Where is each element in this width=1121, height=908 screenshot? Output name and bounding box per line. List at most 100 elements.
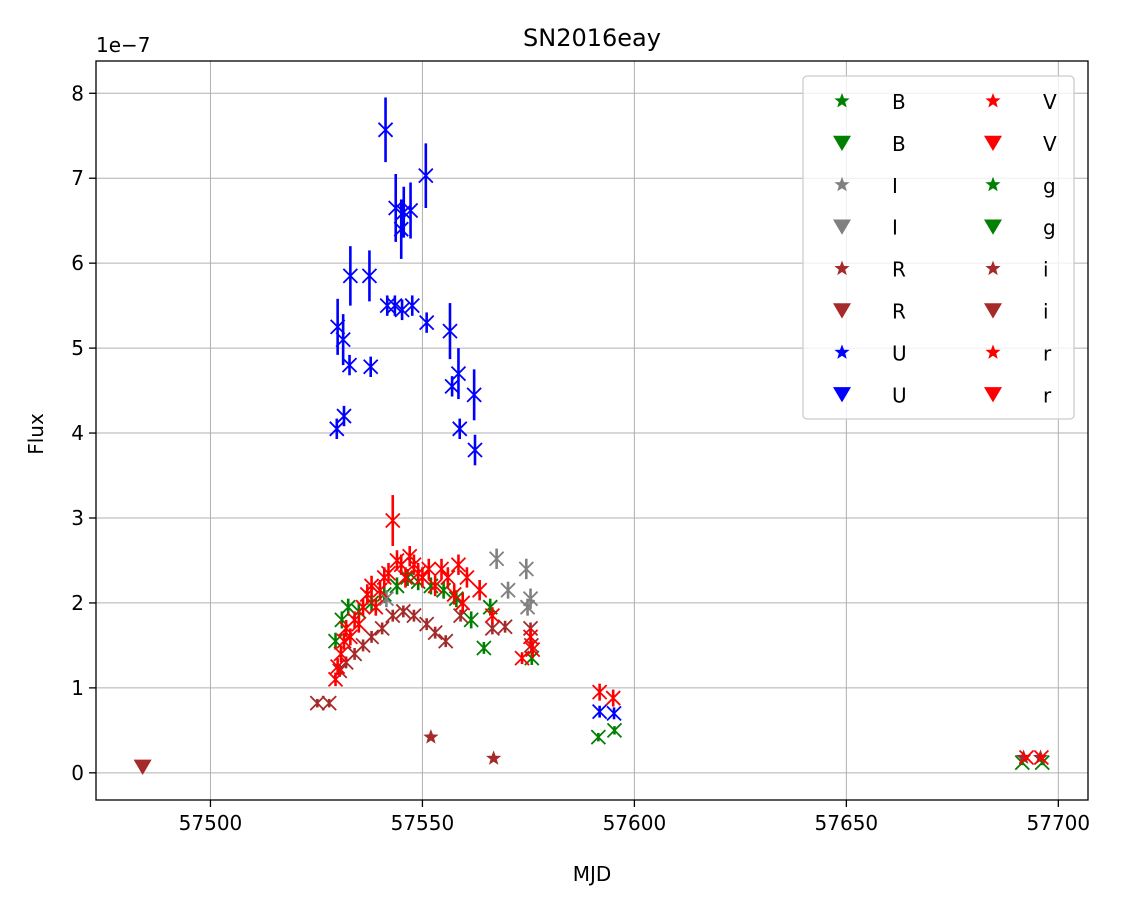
x-marker bbox=[476, 640, 492, 656]
x-marker bbox=[450, 365, 467, 382]
x-marker bbox=[591, 684, 608, 700]
x-marker bbox=[606, 722, 623, 738]
data-point-U bbox=[466, 369, 482, 421]
data-point-V bbox=[327, 671, 344, 688]
data-point-V bbox=[397, 567, 414, 588]
legend-entry-r: r bbox=[985, 341, 1052, 365]
legend-marker bbox=[985, 260, 1001, 276]
legend-marker bbox=[985, 93, 1001, 108]
data-point-R bbox=[374, 620, 390, 637]
data-point-U bbox=[450, 348, 467, 400]
x-tick-label: 57600 bbox=[603, 811, 667, 835]
data-point-V bbox=[455, 592, 471, 614]
x-marker bbox=[333, 646, 349, 662]
legend-entry-i: i bbox=[984, 300, 1049, 324]
x-marker bbox=[518, 561, 534, 577]
y-tick-label: 1 bbox=[71, 676, 84, 700]
data-point-V bbox=[1018, 749, 1035, 766]
x-marker bbox=[395, 603, 411, 620]
x-marker bbox=[590, 729, 606, 745]
data-point-U bbox=[377, 97, 394, 163]
legend-label: i bbox=[1043, 258, 1049, 282]
x-marker bbox=[335, 331, 351, 348]
legend-marker bbox=[984, 387, 1002, 403]
data-point-U bbox=[341, 354, 358, 376]
data-point-U bbox=[442, 303, 458, 360]
y-tick-label: 4 bbox=[71, 421, 84, 445]
legend-label: r bbox=[1043, 341, 1052, 365]
legend-marker bbox=[834, 93, 850, 108]
data-point-B bbox=[463, 611, 479, 629]
legend-entry-i: i bbox=[985, 258, 1049, 282]
y-axis-offset-label: 1e−7 bbox=[96, 33, 151, 57]
legend-label: V bbox=[1043, 132, 1057, 156]
legend-label: r bbox=[1043, 383, 1052, 407]
x-marker bbox=[455, 595, 471, 611]
legend-entry-I: I bbox=[834, 174, 898, 198]
x-marker bbox=[1033, 749, 1050, 766]
data-point-V bbox=[421, 558, 437, 580]
x-marker bbox=[379, 297, 395, 314]
x-marker bbox=[466, 387, 482, 403]
data-point-U bbox=[335, 314, 351, 366]
data-point-B bbox=[476, 640, 492, 656]
x-marker bbox=[450, 557, 467, 573]
x-marker bbox=[342, 629, 358, 645]
data-point-I bbox=[518, 558, 534, 580]
x-marker bbox=[497, 619, 513, 635]
data-point-R bbox=[438, 633, 454, 649]
data-point-V bbox=[380, 563, 397, 584]
legend-label: I bbox=[892, 216, 898, 240]
data-point-V bbox=[514, 650, 530, 666]
x-tick-label: 57500 bbox=[179, 811, 243, 835]
legend-entry-g: g bbox=[984, 216, 1056, 240]
x-marker bbox=[440, 569, 456, 586]
legend-entry-B: B bbox=[833, 132, 906, 156]
data-point-I bbox=[519, 598, 536, 616]
legend-entry-U: U bbox=[833, 383, 907, 407]
data-point-V bbox=[368, 598, 384, 616]
data-point-U bbox=[363, 356, 379, 377]
x-marker bbox=[404, 297, 420, 314]
x-marker bbox=[448, 591, 464, 607]
data-point-U bbox=[361, 250, 378, 302]
legend-marker bbox=[833, 387, 851, 403]
axes-frame bbox=[95, 60, 1089, 801]
data-point-R bbox=[452, 608, 469, 624]
x-marker bbox=[340, 599, 356, 615]
x-marker bbox=[361, 268, 378, 284]
x-marker bbox=[329, 421, 345, 437]
data-point-R bbox=[427, 625, 443, 641]
data-point-V bbox=[525, 641, 541, 659]
x-marker bbox=[433, 561, 450, 577]
x-marker bbox=[591, 704, 608, 720]
x-marker bbox=[394, 302, 410, 318]
x-marker bbox=[341, 357, 358, 373]
legend-label: B bbox=[892, 132, 906, 156]
data-point-V bbox=[351, 615, 367, 633]
x-marker bbox=[482, 599, 498, 615]
data-point-B bbox=[590, 729, 606, 745]
data-point-V bbox=[522, 628, 539, 646]
data-point-V bbox=[484, 607, 501, 625]
y-tick-label: 8 bbox=[71, 81, 84, 105]
y-tick-label: 3 bbox=[71, 506, 84, 530]
legend-label: B bbox=[892, 90, 906, 114]
data-point-V bbox=[605, 689, 621, 707]
data-point-r bbox=[423, 729, 439, 744]
legend-label: R bbox=[892, 300, 906, 324]
data-point-R bbox=[321, 695, 337, 711]
data-point-U bbox=[404, 295, 420, 316]
x-marker bbox=[380, 565, 397, 581]
y-axis-label: Flux bbox=[24, 413, 48, 455]
legend-entry-I: I bbox=[833, 216, 898, 240]
data-point-U bbox=[379, 295, 395, 316]
legend-label: U bbox=[892, 341, 907, 365]
data-point-U bbox=[336, 405, 352, 427]
legend-marker bbox=[984, 135, 1002, 151]
legend-entry-R: R bbox=[834, 258, 906, 282]
data-point-R bbox=[497, 619, 513, 635]
data-point-V bbox=[342, 628, 358, 646]
data-point-U bbox=[402, 182, 419, 239]
